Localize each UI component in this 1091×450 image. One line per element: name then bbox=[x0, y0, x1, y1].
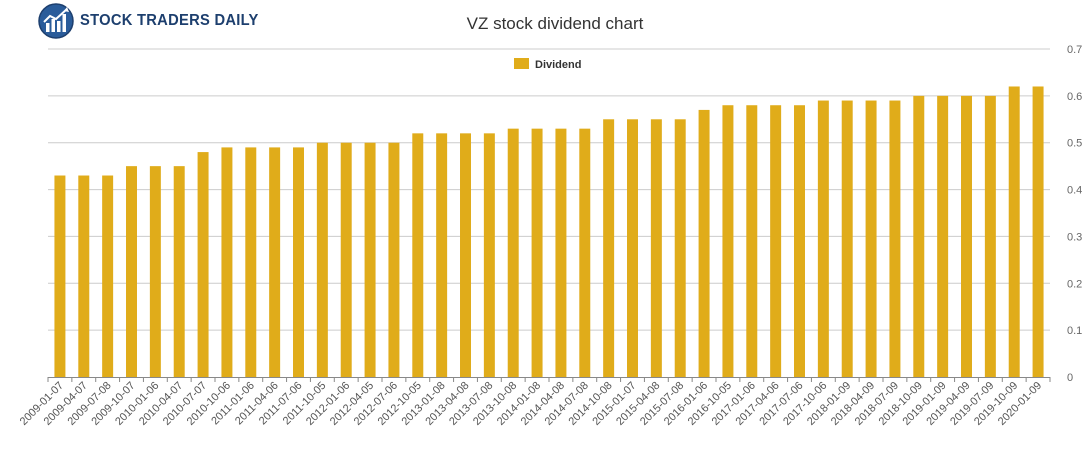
bar bbox=[316, 142, 328, 377]
bar bbox=[340, 142, 352, 377]
bar bbox=[149, 166, 161, 377]
y-axis-ticks: 0 0.1 0.2 0.3 0.4 0.5 0.6 0.7 bbox=[1067, 44, 1082, 384]
bar bbox=[579, 128, 591, 377]
y-tick-label: 0.7 bbox=[1067, 44, 1082, 56]
y-tick-label: 0.2 bbox=[1067, 278, 1082, 290]
bar bbox=[1032, 86, 1044, 377]
stock-traders-daily-logo: STOCK TRADERS DAILY bbox=[38, 2, 274, 40]
legend-swatch bbox=[514, 58, 529, 69]
bar bbox=[817, 100, 829, 378]
x-axis-ticks: 2009-01-072009-04-072009-07-082009-10-07… bbox=[18, 377, 1051, 428]
bar bbox=[221, 147, 233, 377]
bar bbox=[746, 105, 758, 377]
y-tick-label: 0.5 bbox=[1067, 138, 1082, 150]
bar bbox=[889, 100, 901, 378]
logo-text: STOCK TRADERS DAILY bbox=[80, 12, 259, 29]
bar bbox=[269, 147, 281, 377]
bar bbox=[794, 105, 805, 377]
bar bbox=[507, 128, 519, 377]
bar bbox=[937, 95, 949, 377]
bar bbox=[555, 128, 567, 377]
bar bbox=[770, 105, 782, 377]
grid-lines bbox=[48, 48, 1050, 331]
bar bbox=[1008, 86, 1020, 377]
bar bbox=[78, 175, 90, 377]
bar bbox=[984, 95, 996, 377]
bar bbox=[245, 147, 257, 377]
bars bbox=[54, 86, 1044, 378]
bar bbox=[126, 166, 137, 377]
chart-legend: Dividend bbox=[514, 58, 581, 71]
bar bbox=[173, 166, 185, 377]
bar bbox=[627, 119, 638, 378]
bar bbox=[841, 100, 853, 378]
y-tick-label: 0 bbox=[1067, 372, 1073, 384]
bar bbox=[531, 128, 543, 377]
bar bbox=[412, 133, 424, 377]
bar bbox=[865, 100, 877, 378]
bar bbox=[674, 119, 686, 378]
bar bbox=[54, 175, 66, 377]
y-tick-label: 0.1 bbox=[1067, 325, 1082, 337]
y-tick-label: 0.6 bbox=[1067, 91, 1082, 103]
bar bbox=[436, 133, 448, 377]
bar bbox=[364, 142, 376, 377]
legend-label: Dividend bbox=[535, 59, 581, 71]
chart-title: VZ stock dividend chart bbox=[467, 14, 644, 33]
y-tick-label: 0.4 bbox=[1067, 185, 1082, 197]
bar bbox=[293, 147, 304, 377]
bar bbox=[698, 109, 710, 378]
bar bbox=[603, 119, 615, 378]
globe-chart-icon bbox=[38, 3, 74, 39]
bar bbox=[722, 105, 734, 377]
bar bbox=[961, 95, 972, 377]
bar bbox=[913, 95, 925, 377]
bar bbox=[388, 142, 400, 377]
bar bbox=[483, 133, 495, 377]
bar bbox=[197, 152, 209, 377]
bar bbox=[650, 119, 662, 378]
bar bbox=[102, 175, 114, 377]
y-tick-label: 0.3 bbox=[1067, 231, 1082, 243]
bar bbox=[460, 133, 471, 377]
